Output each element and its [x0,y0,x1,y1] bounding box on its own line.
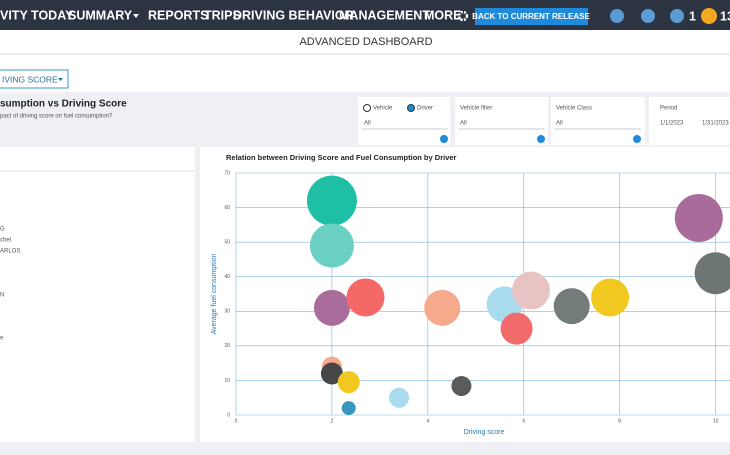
y-tick-label: 60 [224,205,230,211]
bubble [341,401,356,416]
bubble [337,371,360,394]
panel-title: sumption vs Driving Score [0,99,127,110]
info-icon[interactable] [440,135,448,143]
nav-item[interactable]: DRIVING BEHAVIOR [233,8,354,22]
nav-bar [0,0,730,30]
button-label: BACK TO CURRENT RELEASE [472,12,590,21]
nav-item[interactable]: TRIPS [204,8,241,22]
bubble [389,387,410,408]
list-item[interactable]: G [0,227,5,233]
select-value[interactable]: All [364,121,371,127]
bubble [424,289,461,326]
list-item[interactable]: ARLOS [0,249,20,255]
bubble [553,288,590,325]
x-tick-label: 4 [426,418,429,424]
y-tick-label: 10 [224,378,230,384]
x-tick-label: 2 [331,418,334,424]
y-tick-label: 0 [227,412,230,418]
filter-label: Vehicle Class [556,106,592,112]
page-title: ADVANCED DASHBOARD [299,36,432,48]
bubble [309,223,354,268]
chart-card [200,147,730,442]
x-tick-label: 6 [522,418,525,424]
info-icon[interactable] [537,135,545,143]
y-tick-label: 20 [224,343,230,349]
y-tick-label: 30 [224,309,230,315]
release-button[interactable] [475,8,588,25]
x-tick-label: 8 [618,418,621,424]
bubble [346,278,385,317]
radio[interactable] [363,104,371,112]
bubble [591,278,630,317]
chart-title: Relation between Driving Score and Fuel … [226,153,457,162]
select-value[interactable]: All [556,121,563,127]
y-tick-label: 40 [224,274,230,280]
date-to[interactable]: 1/31/2023 [702,121,729,127]
nav-item[interactable]: SUMMARY [68,8,133,22]
info-icon[interactable] [633,135,641,143]
dropdown-value: IVING SCORE [2,74,58,84]
select-value[interactable]: All [460,121,467,127]
list-header [0,147,195,170]
caret [58,78,63,81]
filter-label: Vehicle filter [460,106,492,112]
list-card [0,172,195,442]
y-tick-label: 70 [224,170,230,176]
badge: 1 [689,9,696,23]
x-tick-label: 0 [235,418,238,424]
list-item[interactable]: chel [0,238,11,244]
list-item[interactable]: e [0,336,4,342]
filter-card [649,97,730,145]
filter-card [358,97,450,145]
plot: 0 10 20 30 40 50 60 70 0 2 4 6 8 10 [224,170,730,424]
nav-item[interactable]: REPORTS [148,8,208,22]
bubble [306,175,357,226]
list-item[interactable]: N [0,293,4,299]
bubble [320,362,343,385]
bubble [451,375,472,396]
gear-icon[interactable] [457,10,469,22]
icon[interactable] [610,9,624,23]
bubble [674,193,723,242]
radio-label: Vehicle [373,106,393,112]
radio-label: Driver [417,106,433,112]
x-axis-label: Driving score [464,429,505,436]
x-tick-label: 10 [713,418,719,424]
panel-subtitle: pact of driving score on fuel consumptio… [0,114,113,120]
bubble [511,271,550,310]
filter-label: Period [660,106,677,112]
nav-item[interactable]: VITY TODAY [0,8,74,22]
y-tick-label: 50 [224,239,230,245]
radio[interactable] [407,104,415,112]
y-axis-label: Average fuel consumption [211,253,218,334]
date-from[interactable]: 1/1/2023 [660,121,684,127]
alert-icon[interactable] [701,8,717,24]
dropdown[interactable] [0,69,69,89]
caret [133,14,139,18]
filter-card [551,97,645,145]
badge: 13 [720,9,730,23]
nav-item[interactable]: MANAGEMENT [339,8,430,22]
bubble [694,252,730,295]
nav-item[interactable]: MORE [424,8,462,22]
icon[interactable] [641,9,655,23]
filter-card [455,97,548,145]
bubble [313,289,350,326]
bubble [500,312,533,345]
icon[interactable] [670,9,684,23]
